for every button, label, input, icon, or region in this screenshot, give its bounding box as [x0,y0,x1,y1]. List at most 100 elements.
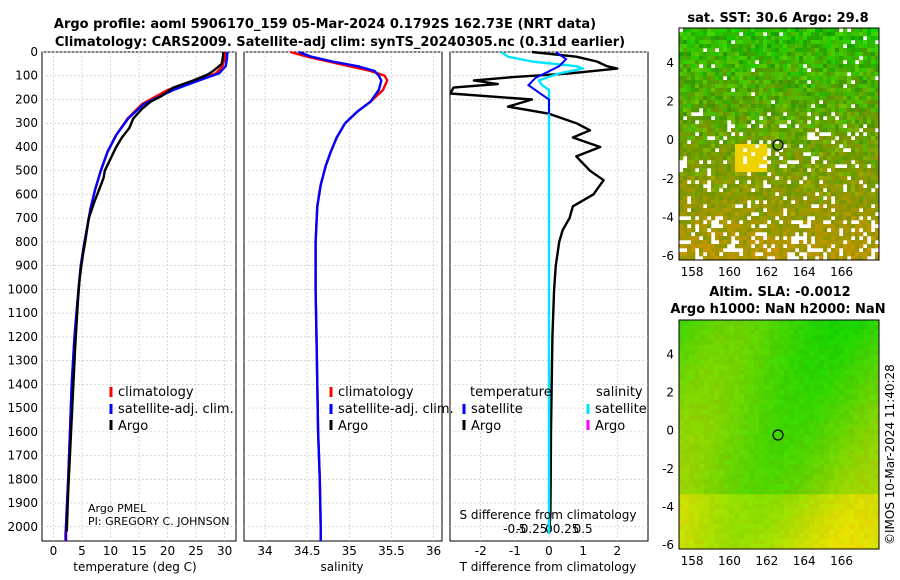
difference-legend: temperature salinity satellite Argo sate… [462,385,647,434]
sla-cell [729,369,735,376]
sst-cell [743,172,748,177]
sst-cell [747,232,752,237]
sst-cell [843,144,848,149]
sla-cell [749,349,755,356]
salinity-xlabel: salinity [320,560,363,574]
x-tick-label: 20 [160,544,175,558]
sla-cell [804,449,810,455]
sla-cell [849,389,855,395]
sst-cell [695,100,700,105]
sla-cell [849,424,855,430]
sst-cell [747,132,752,137]
sla-cell [809,409,815,415]
sst-cell [815,228,820,233]
sst-cell [727,188,732,193]
sla-cell [849,394,855,400]
sla-cell [744,339,750,346]
sla-cell [819,514,825,520]
sla-cell [779,489,785,495]
sst-cell [735,56,740,61]
sla-cell [859,479,865,485]
sst-cell [679,184,684,189]
sst-cell [795,172,800,177]
sst-cell [835,56,840,61]
sla-cell [714,394,720,400]
sst-cell [679,72,684,77]
sst-cell [779,236,784,241]
sst-cell [775,188,780,193]
sst-cell [707,252,712,257]
sla-cell [849,464,855,470]
sst-cell [695,152,700,157]
sst-cell [815,72,820,77]
sst-cell [807,64,812,69]
sla-cell [684,474,690,480]
sst-cell [859,204,864,209]
sst-cell [719,80,724,85]
sst-cell [679,100,684,105]
sst-cell [827,192,832,197]
sst-cell [871,52,876,57]
sla-cell [799,489,805,495]
sla-cell [689,469,695,475]
sla-cell [689,484,695,490]
sst-cell [707,88,712,93]
sla-cell [849,474,855,480]
sla-cell [729,439,735,445]
sst-cell [795,76,800,81]
sst-cell [731,140,736,145]
sla-cell [824,429,830,435]
sla-cell [719,409,725,415]
sla-cell [764,524,770,530]
sla-cell [759,474,765,480]
sla-cell [784,339,790,346]
sst-cell [703,112,708,117]
sst-cell [863,40,868,45]
sst-cell [679,60,684,65]
sla-cell [809,369,815,376]
sla-cell [759,349,765,356]
sst-cell [819,208,824,213]
sst-cell [691,96,696,101]
sst-cell [691,108,696,113]
sst-cell [747,52,752,57]
sst-cell [855,228,860,233]
sst-cell [751,96,756,101]
sst-cell [715,152,720,157]
sst-cell [695,108,700,113]
sst-cell [731,56,736,61]
sst-cell [819,196,824,201]
sst-cell [803,36,808,41]
sst-cell [751,160,756,165]
sla-cell [744,449,750,455]
sst-cell [875,232,880,237]
sla-cell [864,344,870,351]
sst-cell [735,124,740,129]
sst-cell [831,176,836,181]
sla-cell [829,320,835,326]
sla-cell [724,504,730,510]
sla-cell [869,424,875,430]
sla-cell [699,474,705,480]
sla-cell [854,514,860,520]
sla-cell [744,330,750,336]
sla-cell [849,514,855,520]
sst-cell [723,212,728,217]
sst-cell [867,72,872,77]
sla-cell [774,499,780,505]
sla-cell [864,539,870,545]
sla-cell [709,509,715,515]
sst-cell [811,220,816,225]
sla-cell [834,434,840,440]
sst-cell [827,68,832,73]
sla-cell [824,384,830,390]
sst-cell [875,160,880,165]
sst-cell [743,72,748,77]
sla-cell [789,374,795,381]
sst-cell [875,188,880,193]
sla-cell [839,499,845,505]
sst-cell [743,184,748,189]
sla-cell [789,514,795,520]
sst-cell [691,40,696,45]
sst-cell [735,228,740,233]
